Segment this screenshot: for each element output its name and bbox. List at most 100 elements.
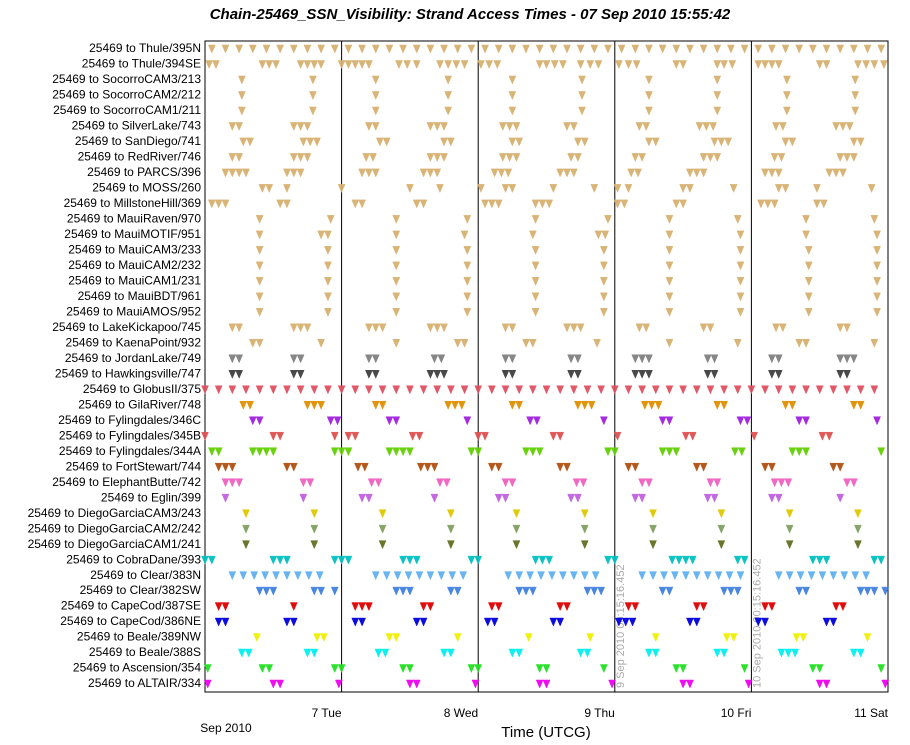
row-label: 25469 to SilverLake/743	[72, 119, 202, 133]
access-marker	[604, 447, 612, 457]
access-marker	[556, 617, 565, 627]
access-marker	[406, 586, 414, 596]
access-marker	[501, 369, 510, 379]
access-marker	[531, 555, 540, 565]
access-marker	[337, 555, 346, 565]
access-marker	[485, 60, 494, 70]
access-marker	[501, 184, 510, 194]
access-marker	[578, 75, 586, 85]
access-marker	[490, 617, 499, 627]
access-marker	[784, 478, 793, 488]
access-marker	[399, 44, 407, 54]
access-marker	[221, 617, 230, 627]
access-marker	[440, 323, 448, 333]
access-marker	[235, 323, 244, 333]
access-marker	[531, 308, 540, 317]
access-marker	[262, 586, 271, 596]
access-marker	[512, 509, 521, 519]
access-marker	[501, 493, 510, 503]
access-marker	[754, 44, 763, 54]
access-marker	[873, 230, 881, 240]
access-marker	[426, 571, 435, 581]
access-marker	[385, 633, 394, 643]
access-marker	[849, 400, 858, 410]
access-marker	[262, 447, 271, 457]
access-marker	[446, 385, 455, 395]
access-marker	[289, 602, 298, 612]
access-marker	[299, 478, 308, 488]
access-marker	[586, 60, 595, 70]
access-marker	[303, 153, 312, 163]
access-marker	[651, 137, 660, 147]
access-marker	[365, 354, 373, 364]
access-marker	[228, 122, 237, 132]
access-marker	[515, 648, 524, 658]
access-marker	[371, 354, 380, 364]
access-marker	[508, 184, 517, 194]
access-marker	[471, 679, 480, 689]
access-marker	[283, 462, 291, 472]
access-marker	[412, 199, 421, 209]
access-marker	[665, 416, 674, 426]
access-marker	[358, 60, 366, 70]
access-marker	[315, 571, 324, 581]
access-marker	[579, 478, 588, 488]
row-label: 25469 to SocorroCAM1/211	[53, 103, 201, 117]
access-marker	[392, 633, 401, 643]
access-marker	[207, 44, 216, 54]
row-label: 25469 to MauiBDT/961	[78, 289, 202, 303]
access-marker	[463, 261, 472, 271]
access-marker	[792, 633, 801, 643]
access-marker	[768, 44, 776, 54]
access-marker	[313, 137, 321, 147]
access-marker	[235, 44, 244, 54]
access-marker	[296, 153, 305, 163]
access-marker	[535, 60, 544, 70]
access-marker	[395, 60, 403, 70]
access-marker	[460, 339, 469, 348]
access-marker	[635, 323, 644, 333]
row-label: 25469 to SanDiego/741	[75, 134, 201, 148]
access-marker	[306, 137, 315, 147]
access-marker	[205, 60, 213, 70]
access-marker	[504, 168, 513, 178]
access-marker	[638, 369, 647, 379]
access-marker	[399, 447, 407, 457]
access-marker	[324, 277, 332, 286]
access-marker	[645, 478, 653, 488]
access-marker	[727, 44, 735, 54]
access-marker	[686, 44, 694, 54]
access-marker	[714, 571, 723, 581]
access-marker	[246, 400, 254, 410]
access-marker	[613, 431, 622, 441]
access-marker	[309, 106, 317, 116]
access-marker	[531, 261, 540, 271]
access-marker	[463, 277, 472, 286]
access-marker	[624, 184, 633, 194]
access-marker	[665, 246, 674, 255]
access-marker	[576, 60, 585, 70]
access-marker	[463, 308, 472, 317]
access-marker	[535, 679, 544, 689]
access-marker	[583, 385, 592, 395]
access-marker	[832, 168, 840, 178]
access-marker	[406, 447, 414, 457]
access-marker	[276, 44, 285, 54]
access-marker	[713, 400, 722, 410]
access-marker	[795, 416, 804, 426]
access-marker	[531, 292, 540, 302]
access-marker	[214, 447, 223, 457]
access-marker	[839, 602, 847, 612]
access-marker	[699, 44, 708, 54]
access-marker	[870, 60, 879, 70]
access-marker	[207, 199, 216, 209]
access-marker	[433, 122, 442, 132]
row-label: 25469 to MauiCAM3/233	[68, 243, 201, 257]
access-marker	[501, 478, 510, 488]
access-marker	[419, 168, 428, 178]
access-marker	[608, 679, 616, 689]
access-marker	[556, 462, 565, 472]
access-marker	[563, 168, 571, 178]
access-marker	[772, 323, 780, 333]
access-marker	[242, 524, 250, 534]
